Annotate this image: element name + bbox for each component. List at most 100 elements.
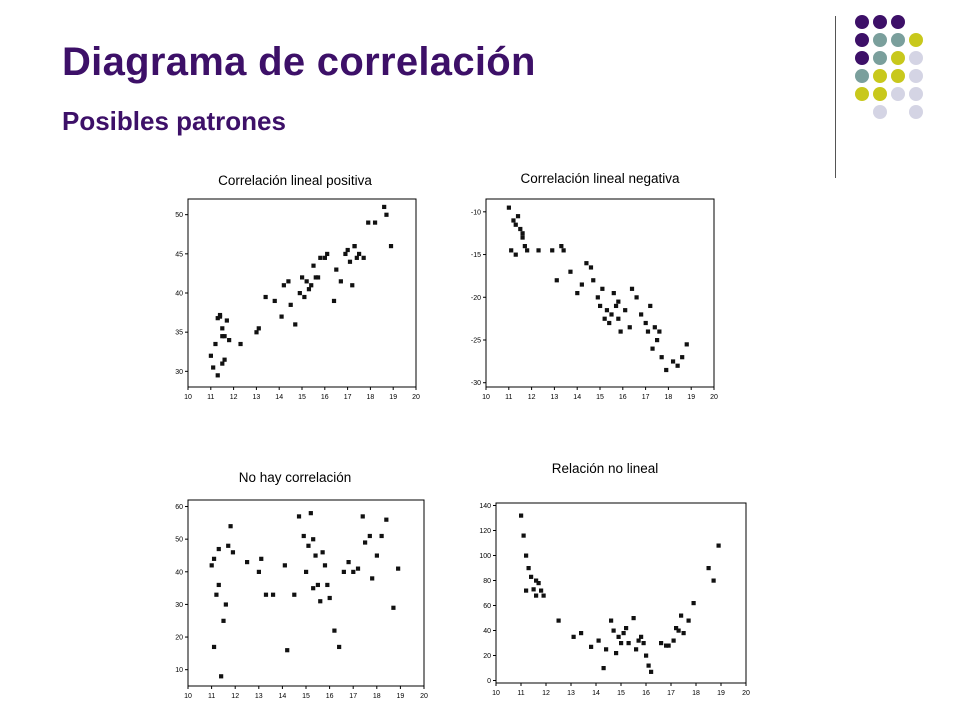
data-point: [616, 634, 621, 639]
data-point: [355, 566, 361, 571]
data-point: [211, 644, 217, 650]
data-point: [634, 647, 639, 652]
data-point: [531, 587, 536, 592]
data-point: [228, 524, 233, 529]
data-point: [311, 537, 316, 542]
x-tick-label: 19: [687, 394, 695, 401]
chart-title: Correlación lineal negativa: [520, 171, 680, 186]
data-point: [296, 514, 302, 519]
data-point: [684, 342, 689, 347]
data-point: [644, 653, 649, 658]
data-point: [556, 618, 561, 623]
plot-frame: [187, 198, 417, 388]
data-point: [363, 540, 368, 545]
data-point: [624, 626, 629, 631]
data-point: [360, 514, 365, 519]
data-point: [679, 613, 684, 618]
decor-dot: [855, 87, 869, 101]
data-point: [686, 618, 691, 623]
chart-title: No hay correlación: [239, 470, 352, 485]
data-point: [354, 255, 359, 260]
decor-dot: [891, 87, 905, 101]
y-tick-label: 35: [175, 330, 183, 337]
data-point: [270, 592, 276, 597]
x-tick-label: 14: [279, 693, 287, 700]
data-point: [524, 553, 529, 558]
y-tick-label: 50: [175, 537, 183, 544]
decor-dot: [909, 51, 923, 65]
data-point: [382, 204, 387, 210]
x-tick-label: 16: [321, 394, 329, 401]
x-tick-label: 12: [230, 394, 238, 401]
data-point: [293, 322, 298, 327]
data-point: [579, 282, 584, 287]
x-tick-label: 18: [665, 394, 673, 401]
data-point: [219, 674, 224, 679]
data-point: [370, 576, 375, 581]
x-tick-label: 15: [617, 690, 625, 697]
data-point: [220, 361, 225, 366]
data-point: [515, 214, 521, 219]
data-point: [513, 252, 518, 257]
data-point: [584, 261, 589, 266]
data-point: [304, 569, 309, 574]
data-point: [367, 533, 372, 539]
x-tick-label: 13: [253, 394, 261, 401]
data-point: [524, 588, 529, 593]
data-point: [636, 638, 641, 643]
data-point: [226, 543, 231, 548]
data-point: [706, 566, 711, 571]
data-point: [611, 628, 616, 633]
y-tick-label: -20: [471, 295, 481, 302]
data-point: [215, 316, 220, 321]
x-tick-label: 15: [302, 693, 310, 700]
data-point: [613, 303, 619, 309]
data-point: [222, 357, 227, 362]
data-point: [539, 588, 544, 593]
data-point: [616, 299, 621, 304]
x-tick-label: 13: [551, 394, 559, 401]
page-title: Diagrama de correlación: [62, 40, 536, 84]
data-point: [674, 626, 679, 631]
x-tick-label: 11: [505, 394, 512, 401]
data-point: [579, 631, 584, 636]
data-point: [334, 267, 339, 272]
data-point: [648, 303, 653, 309]
decor-dot: [873, 69, 887, 83]
data-point: [332, 628, 337, 633]
data-point: [657, 329, 662, 334]
x-tick-label: 20: [412, 394, 420, 401]
data-point: [631, 616, 636, 621]
x-tick-label: 18: [367, 394, 375, 401]
data-point: [550, 248, 555, 253]
data-point: [520, 235, 525, 240]
decor-dot: [909, 69, 923, 83]
data-point: [259, 556, 264, 561]
x-tick-label: 12: [528, 394, 536, 401]
data-point: [568, 269, 573, 274]
x-tick-label: 10: [184, 394, 192, 401]
data-point: [655, 338, 660, 343]
data-point: [614, 651, 619, 656]
data-point: [297, 291, 302, 296]
data-point: [372, 220, 378, 225]
x-tick-label: 11: [517, 690, 524, 697]
data-point: [302, 294, 307, 300]
data-point: [384, 517, 389, 522]
y-tick-label: 120: [479, 528, 491, 535]
data-point: [619, 641, 624, 646]
x-tick-label: 17: [344, 394, 352, 401]
data-point: [664, 643, 669, 648]
data-point: [322, 563, 328, 568]
header-divider: [835, 16, 836, 178]
data-point: [513, 222, 518, 227]
data-point: [315, 582, 320, 588]
data-point: [341, 569, 346, 574]
y-tick-label: 60: [175, 504, 183, 511]
x-tick-label: 17: [349, 693, 357, 700]
data-point: [559, 244, 564, 249]
y-tick-label: 30: [175, 602, 183, 609]
x-tick-label: 19: [717, 690, 725, 697]
decor-dot: [891, 51, 905, 65]
x-tick-label: 20: [742, 690, 750, 697]
